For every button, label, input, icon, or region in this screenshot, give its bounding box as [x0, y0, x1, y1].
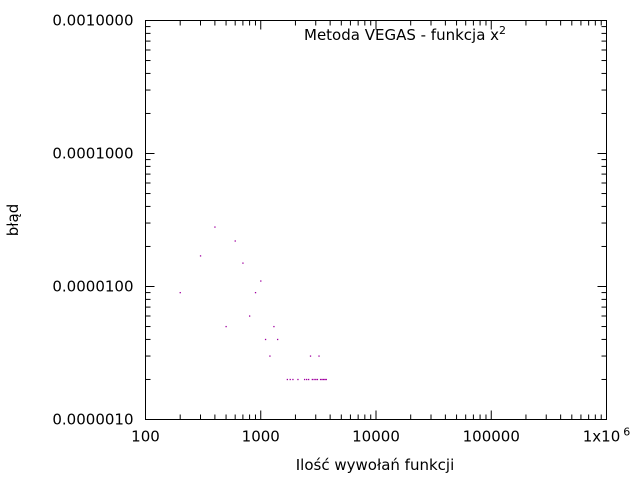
data-point — [319, 378, 322, 381]
data-point — [306, 378, 308, 381]
x-tick-label: 1x10 6 — [583, 426, 631, 446]
plot-frame — [145, 20, 607, 420]
x-tick-label-text: 100000 — [463, 428, 520, 446]
data-point — [286, 378, 289, 381]
data-point — [316, 378, 319, 381]
data-points — [179, 226, 327, 381]
y-tick-labels: 0.0000010 0.0000100 0.0001000 0.0010000 — [52, 12, 133, 429]
y-axis-label: błąd — [4, 204, 22, 237]
data-point — [303, 378, 306, 381]
data-point — [248, 315, 251, 317]
chart-title-main: Metoda VEGAS - funkcja x — [304, 26, 499, 44]
data-point — [214, 226, 216, 228]
y-tick-label: 0.0000010 — [52, 411, 133, 429]
axis-ticks — [145, 20, 607, 420]
x-tick-label: 10000 — [352, 428, 400, 446]
data-point — [276, 338, 279, 341]
data-point — [199, 255, 202, 257]
data-point — [321, 378, 323, 381]
data-point — [309, 355, 312, 357]
data-point — [179, 291, 181, 294]
data-point — [297, 378, 299, 381]
data-point — [289, 378, 291, 381]
data-point — [325, 378, 327, 381]
data-point — [313, 378, 315, 381]
data-point — [292, 378, 294, 381]
y-tick-label: 0.0000100 — [52, 278, 133, 296]
x-tick-label-text: 1x10 — [583, 428, 621, 446]
data-point — [315, 378, 317, 381]
x-axis-label: Ilość wywołań funkcji — [296, 456, 454, 474]
x-tick-label-text: 10000 — [352, 428, 400, 446]
data-point — [234, 240, 236, 242]
data-point — [225, 325, 227, 328]
y-tick-label: 0.0010000 — [52, 12, 133, 30]
x-tick-label-text: 1000 — [242, 428, 280, 446]
x-tick-label: 100000 — [463, 428, 520, 446]
data-point — [264, 338, 267, 341]
data-point — [318, 355, 320, 357]
data-point — [307, 378, 310, 381]
y-tick-label: 0.0001000 — [52, 145, 133, 163]
data-point — [324, 378, 326, 381]
data-point — [254, 291, 257, 294]
x-tick-label: 100 — [131, 428, 160, 446]
data-point — [273, 325, 275, 328]
data-point — [269, 355, 271, 357]
data-point — [260, 280, 262, 282]
x-tick-label-superscript: 6 — [623, 426, 630, 439]
x-tick-label-text: 100 — [131, 428, 160, 446]
x-tick-labels: 100 1000 10000 100000 1x10 6 — [131, 426, 630, 446]
chart-title-superscript: 2 — [499, 24, 506, 37]
data-point — [322, 378, 325, 381]
data-point — [242, 262, 244, 264]
x-tick-label: 1000 — [242, 428, 280, 446]
data-point — [311, 378, 313, 381]
chart-title: Metoda VEGAS - funkcja x2 — [304, 24, 506, 44]
